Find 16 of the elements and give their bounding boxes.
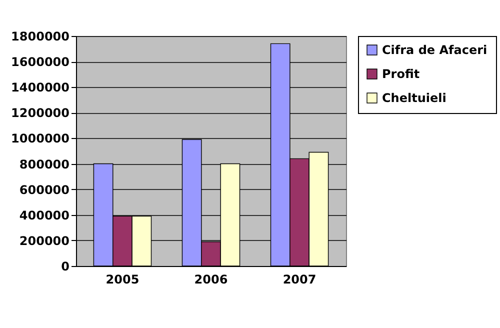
x-tick-label: 2007 [282,272,316,286]
legend-label: Profit [382,67,420,81]
legend-label: Cifra de Afaceri [382,43,488,57]
y-tick-label: 200000 [19,234,70,248]
y-tick-label: 1600000 [11,55,70,70]
y-tick-label: 800000 [19,157,70,172]
y-tick-label: 0 [61,260,70,274]
y-tick-label: 400000 [19,208,70,222]
legend-label: Cheltuieli [382,91,446,105]
y-tick-label: 600000 [19,182,70,197]
x-tick-label: 2006 [194,272,228,286]
y-tick-label: 1400000 [11,80,70,95]
x-tick-label: 2005 [106,272,140,286]
y-tick-label: 1800000 [11,30,70,44]
y-tick-label: 1200000 [11,106,70,120]
y-tick-label: 1000000 [11,132,70,146]
